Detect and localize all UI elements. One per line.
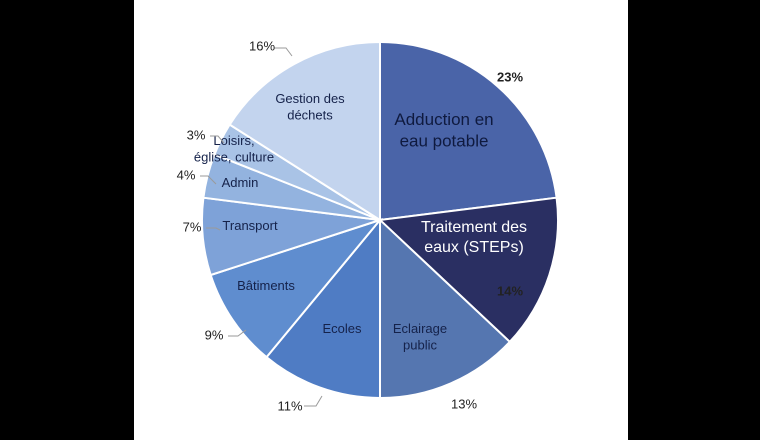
slice-label: Transport (222, 218, 278, 233)
chart-panel: Adduction en eau potable 23% Traitement des… (134, 0, 628, 440)
percentage-label: 4% (177, 167, 196, 182)
slice-label: Eclairage public (393, 321, 447, 352)
leader-line (228, 329, 247, 337)
slice-label: Admin (222, 175, 259, 190)
slice-label: Gestion des déchets (275, 91, 345, 122)
pie-slice (209, 217, 383, 359)
percentage-label: 9% (205, 327, 224, 342)
percentage-label: 14% (497, 283, 523, 298)
slice-label: Ecoles (322, 321, 362, 336)
percentage-label: 11% (277, 398, 302, 413)
slice-label: Adduction en eau potable (394, 110, 493, 150)
slice-label: Traitement des eaux (STEPs) (421, 219, 527, 256)
percentage-label: 3% (187, 127, 206, 142)
percentage-label: 7% (183, 219, 202, 234)
pie-slice (379, 40, 558, 222)
slice-label: Bâtiments (237, 278, 295, 293)
leader-line (210, 135, 225, 144)
pie-slice (377, 196, 559, 344)
leader-line (206, 227, 221, 231)
pie-slice (379, 217, 512, 400)
pie-slice (265, 217, 381, 400)
leader-line (274, 47, 293, 57)
pie-slices (201, 40, 559, 400)
pie-chart: Adduction en eau potable 23% Traitement des… (177, 38, 559, 413)
percentage-label: 23% (497, 69, 523, 84)
percentage-label: 16% (249, 38, 275, 53)
slice-label: Loisirs, église, culture (194, 133, 274, 164)
leader-line (200, 175, 217, 185)
pie-slice (228, 40, 381, 222)
pie-labels: Adduction en eau potable 23% Traitement des… (177, 38, 527, 413)
leader-line (304, 395, 323, 407)
percentage-label: 13% (451, 396, 477, 411)
